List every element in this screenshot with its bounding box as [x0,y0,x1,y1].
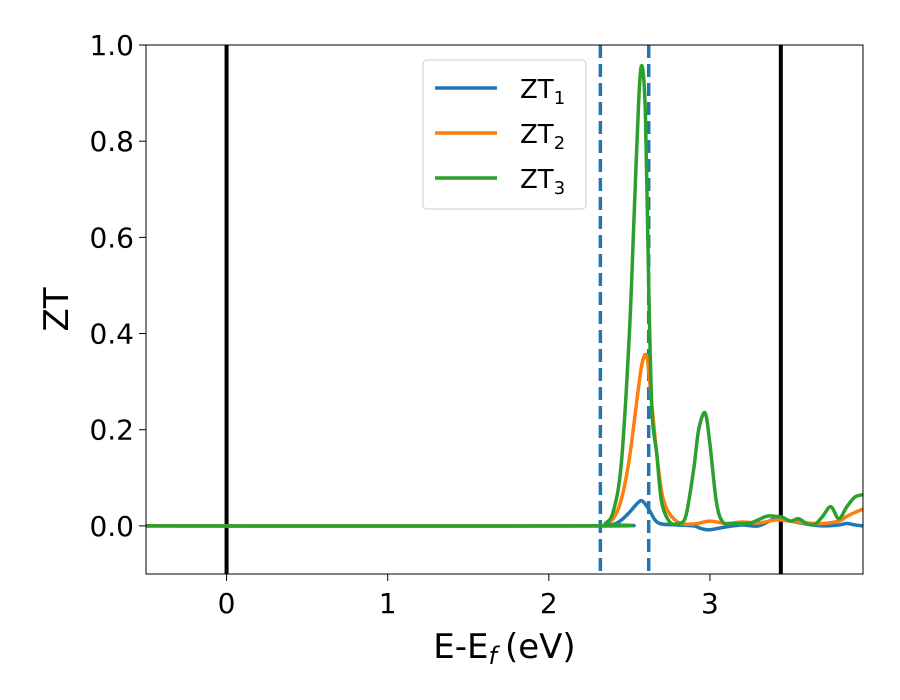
vertical-reference-lines [224,45,783,574]
x-tick-label: 0 [218,587,236,620]
plot-area [145,44,864,575]
x-axis-label: E-Ef (eV) [433,627,575,670]
plot-frame [145,44,864,575]
y-tick-label: 0.0 [89,510,134,543]
x-axis-label-main: E-E [433,627,488,667]
y-tick-label: 0.2 [89,414,134,447]
y-tick-label: 0.8 [89,125,134,158]
y-tick-label: 1.0 [89,29,134,62]
legend-label-zt3: ZT3 [520,165,565,199]
legend-box [422,59,587,210]
legend: ZT1 ZT2 ZT3 [422,59,587,210]
series-lines [146,63,863,532]
series-line-zt3 [146,63,863,528]
x-tick-label: 3 [701,587,719,620]
x-axis-ticks: 0 1 2 3 [218,574,719,620]
series-line-zt2 [146,352,863,528]
legend-label-zt2: ZT2 [520,120,565,154]
y-tick-label: 0.6 [89,221,134,254]
x-axis-label-subscript: f [489,642,501,670]
y-tick-label: 0.4 [89,318,134,351]
x-tick-label: 1 [379,587,397,620]
x-axis-label-unit: (eV) [505,627,576,667]
x-tick-label: 2 [540,587,558,620]
legend-label-zt1: ZT1 [520,75,565,109]
y-axis-ticks: 0.0 0.2 0.4 0.6 0.8 1.0 [89,29,146,543]
y-axis-label: ZT [37,287,77,331]
